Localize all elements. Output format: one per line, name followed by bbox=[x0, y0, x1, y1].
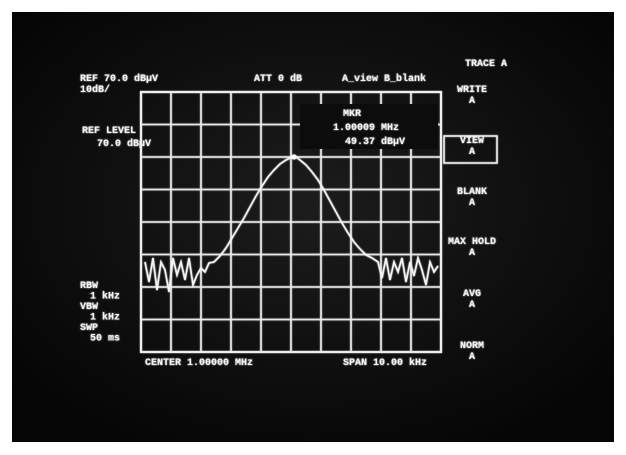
setting-text: 50 ms bbox=[90, 334, 120, 345]
softkey-label[interactable]: A bbox=[469, 147, 475, 158]
softkey-label[interactable]: AVG bbox=[463, 289, 481, 300]
softkey-label[interactable]: VIEW bbox=[460, 136, 484, 147]
softkey-label[interactable]: A bbox=[469, 352, 475, 363]
marker-frequency: 1.00009 MHz bbox=[333, 123, 399, 134]
ref-level-title: REF LEVEL bbox=[82, 126, 136, 137]
softkey-label[interactable]: WRITE bbox=[457, 85, 487, 96]
center-frequency: CENTER 1.00000 MHz bbox=[145, 358, 253, 369]
setting-text: 1 kHz bbox=[90, 312, 120, 324]
softkey-label[interactable]: NORM bbox=[460, 341, 484, 352]
trace-state-text: A_view B_blank bbox=[342, 73, 426, 85]
softkey-label[interactable]: TRACE A bbox=[465, 59, 507, 70]
marker-title: MKR bbox=[343, 109, 361, 120]
softkey-label[interactable]: MAX HOLD bbox=[448, 237, 496, 248]
att-text: ATT 0 dB bbox=[254, 73, 302, 85]
softkey-label[interactable]: A bbox=[469, 96, 475, 107]
marker-point bbox=[292, 155, 297, 160]
softkey-label[interactable]: A bbox=[469, 248, 475, 259]
span: SPAN 10.00 kHz bbox=[343, 357, 427, 369]
ref-text: REF 70.0 dBµV bbox=[80, 73, 158, 85]
screen-photo: REF 70.0 dBµV 10dB/ ATT 0 dB A_view B_bl… bbox=[0, 0, 626, 455]
softkey-label[interactable]: A bbox=[469, 198, 475, 209]
setting-text: 1 kHz bbox=[90, 291, 120, 303]
setting-text: SWP bbox=[80, 323, 98, 334]
softkey-label[interactable]: A bbox=[469, 300, 475, 311]
ref-level-value: 70.0 dBµV bbox=[97, 138, 151, 150]
setting-text: RBW bbox=[80, 281, 98, 292]
marker-level: 49.37 dBµV bbox=[345, 136, 405, 148]
softkey-label[interactable]: BLANK bbox=[457, 187, 487, 198]
scale-text: 10dB/ bbox=[80, 84, 110, 96]
setting-text: VBW bbox=[80, 302, 98, 313]
